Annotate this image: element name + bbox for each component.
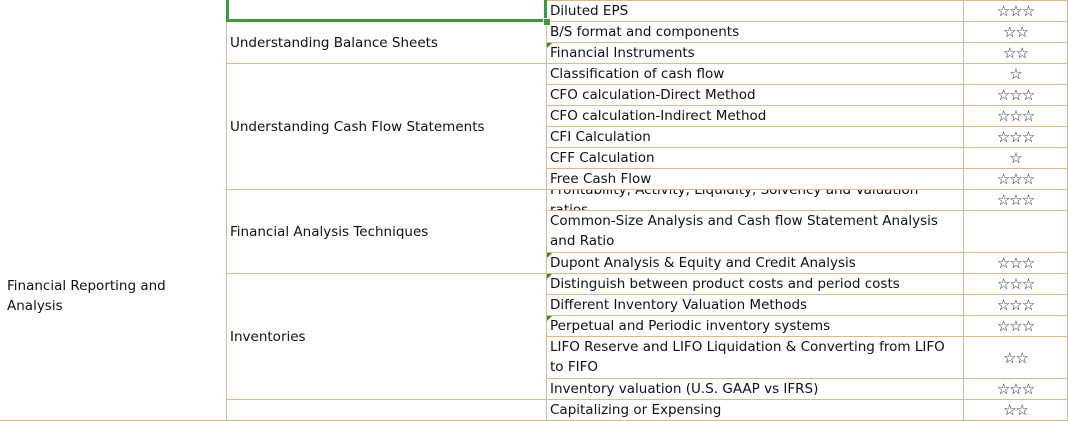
cell-topic-group[interactable]: Understanding Balance Sheets: [227, 22, 547, 64]
cell-subtopic[interactable]: CFF Calculation: [547, 148, 964, 169]
cell-difficulty-rating[interactable]: ☆☆☆: [964, 1, 1068, 22]
selected-cell-border: [226, 0, 547, 22]
star-rating-icon: ☆☆☆: [996, 128, 1035, 146]
cell-difficulty-rating[interactable]: ☆☆☆: [964, 169, 1068, 190]
comment-marker-icon: [547, 253, 552, 258]
subtopic-label: Distinguish between product costs and pe…: [550, 276, 900, 292]
cell-subtopic[interactable]: Classification of cash flow: [547, 64, 964, 85]
subtopic-label: Financial Instruments: [550, 45, 695, 61]
subtopic-label: CFI Calculation: [550, 129, 651, 145]
star-rating-icon: ☆☆: [1003, 23, 1029, 41]
star-rating-icon: ☆☆☆: [996, 380, 1035, 398]
cell-difficulty-rating[interactable]: ☆☆☆: [964, 316, 1068, 337]
cell-difficulty-rating[interactable]: ☆☆: [964, 400, 1068, 421]
cell-difficulty-rating[interactable]: ☆☆☆: [964, 295, 1068, 316]
cell-topic-group[interactable]: Inventories: [227, 274, 547, 400]
cell-row-above: [964, 0, 1068, 1]
cell-difficulty-rating[interactable]: ☆: [964, 64, 1068, 85]
cell-subtopic[interactable]: Inventory valuation (U.S. GAAP vs IFRS): [547, 379, 964, 400]
group-label: Inventories: [230, 328, 306, 345]
star-rating-icon: ☆☆☆: [996, 86, 1035, 104]
subtopic-label: Free Cash Flow: [550, 171, 652, 187]
star-rating-icon: ☆☆: [1003, 348, 1029, 367]
cell-difficulty-rating[interactable]: ☆☆☆: [964, 274, 1068, 295]
cell-difficulty-rating[interactable]: ☆☆☆: [964, 127, 1068, 148]
cell-subtopic[interactable]: B/S format and components: [547, 22, 964, 43]
star-rating-icon: ☆☆☆: [996, 2, 1035, 20]
star-rating-icon: ☆: [1009, 149, 1022, 167]
group-label: Understanding Balance Sheets: [230, 34, 438, 51]
cell-difficulty-rating[interactable]: ☆☆☆: [964, 253, 1068, 274]
comment-marker-icon: [547, 274, 552, 279]
cell-topic-group[interactable]: Financial Analysis Techniques: [227, 190, 547, 274]
cell-difficulty-rating[interactable]: [964, 211, 1068, 253]
cell-topic-group[interactable]: [227, 400, 547, 421]
cell-difficulty-rating[interactable]: ☆☆☆: [964, 106, 1068, 127]
fill-handle[interactable]: [543, 18, 551, 26]
star-rating-icon: ☆☆: [1003, 401, 1029, 419]
star-rating-icon: ☆☆☆: [996, 317, 1035, 335]
subtopic-label: Classification of cash flow: [550, 66, 725, 82]
star-rating-icon: ☆☆: [1003, 44, 1029, 62]
cell-row-above: [547, 0, 964, 1]
cell-subtopic[interactable]: Financial Instruments: [547, 43, 964, 64]
subject-label: Financial Reporting and Analysis: [7, 278, 166, 314]
comment-marker-icon: [547, 43, 552, 48]
star-rating-icon: ☆: [1009, 65, 1022, 83]
subtopic-label: B/S format and components: [550, 24, 740, 40]
comment-marker-icon: [547, 316, 552, 321]
cell-difficulty-rating[interactable]: ☆☆: [964, 43, 1068, 64]
cell-subtopic[interactable]: Profitability, Activity, Liquidity, Solv…: [547, 190, 964, 211]
subtopic-label: CFO calculation-Direct Method: [550, 87, 756, 103]
cell-subtopic[interactable]: CFI Calculation: [547, 127, 964, 148]
cell-subtopic[interactable]: Capitalizing or Expensing: [547, 400, 964, 421]
cell-subtopic[interactable]: Diluted EPS: [547, 1, 964, 22]
subtopic-label: CFF Calculation: [550, 150, 655, 166]
star-rating-icon: ☆☆☆: [996, 275, 1035, 293]
cell-subtopic[interactable]: Perpetual and Periodic inventory systems: [547, 316, 964, 337]
cell-topic-group[interactable]: Understanding Cash Flow Statements: [227, 64, 547, 190]
cell-subtopic[interactable]: CFO calculation-Direct Method: [547, 85, 964, 106]
cell-subtopic[interactable]: Dupont Analysis & Equity and Credit Anal…: [547, 253, 964, 274]
cell-subtopic[interactable]: Common-Size Analysis and Cash flow State…: [547, 211, 964, 253]
cell-difficulty-rating[interactable]: ☆☆: [964, 337, 1068, 379]
subtopic-label: Dupont Analysis & Equity and Credit Anal…: [550, 255, 856, 271]
cell-difficulty-rating[interactable]: ☆☆☆: [964, 85, 1068, 106]
subtopic-label: Perpetual and Periodic inventory systems: [550, 318, 831, 334]
cell-subtopic[interactable]: Distinguish between product costs and pe…: [547, 274, 964, 295]
cell-subtopic[interactable]: Different Inventory Valuation Methods: [547, 295, 964, 316]
cell-difficulty-rating[interactable]: ☆: [964, 148, 1068, 169]
star-rating-icon: ☆☆☆: [996, 296, 1035, 314]
cell-subtopic[interactable]: CFO calculation-Indirect Method: [547, 106, 964, 127]
group-label: Financial Analysis Techniques: [230, 223, 429, 240]
star-rating-icon: ☆☆☆: [996, 191, 1035, 209]
subtopic-label: CFO calculation-Indirect Method: [550, 108, 767, 124]
subtopic-label: Diluted EPS: [550, 3, 629, 19]
cell-subtopic[interactable]: Free Cash Flow: [547, 169, 964, 190]
subtopic-label: Common-Size Analysis and Cash flow State…: [550, 213, 938, 249]
subtopic-label: Inventory valuation (U.S. GAAP vs IFRS): [550, 381, 819, 397]
subtopic-label: Different Inventory Valuation Methods: [550, 297, 808, 313]
subtopic-label: LIFO Reserve and LIFO Liquidation & Conv…: [550, 339, 945, 375]
star-rating-icon: ☆☆☆: [996, 107, 1035, 125]
cell-subtopic[interactable]: LIFO Reserve and LIFO Liquidation & Conv…: [547, 337, 964, 379]
group-label: Understanding Cash Flow Statements: [230, 118, 485, 135]
subtopic-label: Profitability, Activity, Liquidity, Solv…: [550, 190, 919, 211]
cell-difficulty-rating[interactable]: ☆☆: [964, 22, 1068, 43]
cell-difficulty-rating[interactable]: ☆☆☆: [964, 190, 1068, 211]
star-rating-icon: ☆☆☆: [996, 254, 1035, 272]
subtopic-label: Capitalizing or Expensing: [550, 402, 722, 418]
cell-difficulty-rating[interactable]: ☆☆☆: [964, 379, 1068, 400]
star-rating-icon: ☆☆☆: [996, 170, 1035, 188]
cell-subject[interactable]: Financial Reporting and Analysis: [0, 0, 227, 421]
